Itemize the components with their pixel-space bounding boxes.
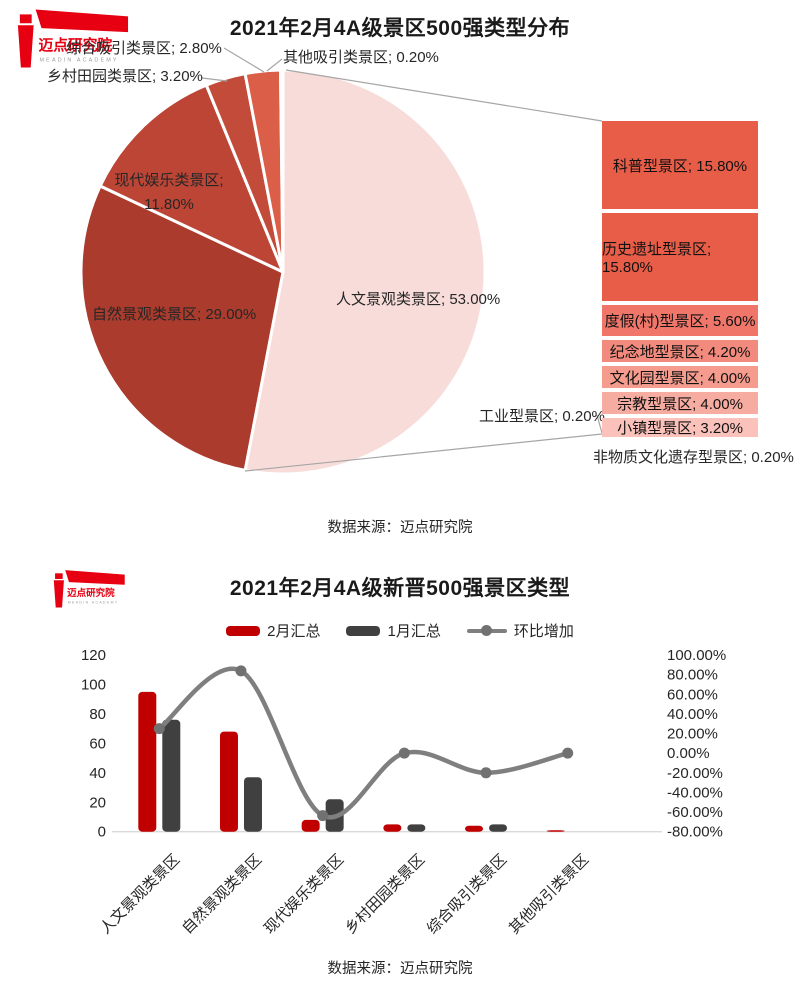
right-axis-tick: 100.00% xyxy=(667,647,726,664)
bar-feb-6 xyxy=(546,830,565,832)
left-axis-tick: 100 xyxy=(81,676,106,693)
legend-item-jan: 1月汇总 xyxy=(346,620,441,641)
leader-line xyxy=(223,47,265,73)
right-axis-tick: 40.00% xyxy=(667,706,718,723)
right-axis-tick: -60.00% xyxy=(667,804,723,821)
breakdown-box-5: 文化园型景区; 4.00% xyxy=(602,366,758,388)
pie-label-xiangcun: 乡村田园类景区; 3.20% xyxy=(47,68,203,85)
pie-label-renwen: 人文景观类景区; 53.00% xyxy=(336,291,501,308)
right-axis-tick: -20.00% xyxy=(667,765,723,782)
bar-jan-4 xyxy=(407,824,426,832)
ratio-point-1 xyxy=(153,723,165,735)
left-axis-tick: 60 xyxy=(89,735,106,752)
leader-line xyxy=(285,69,603,122)
pie-slice-3 xyxy=(98,83,285,274)
bar-feb-4 xyxy=(383,824,402,832)
lighthouse-beam-icon xyxy=(35,9,129,33)
ratio-point-5 xyxy=(480,767,492,779)
right-axis-tick: 0.00% xyxy=(667,745,710,762)
bar-jan-1 xyxy=(162,719,181,832)
bar-jan-2 xyxy=(243,777,262,832)
combo-chart-title: 2021年2月4A级新晋500强景区类型 xyxy=(229,577,571,600)
ratio-point-4 xyxy=(398,747,410,759)
chart-legend: 2月汇总 1月汇总 环比增加 xyxy=(0,620,800,641)
legend-label-jan: 1月汇总 xyxy=(387,623,441,640)
lighthouse-cap-icon xyxy=(19,14,32,24)
x-category-label-1: 人文景观类景区 xyxy=(97,851,184,938)
right-axis-tick: 60.00% xyxy=(667,686,718,703)
right-axis-tick: 80.00% xyxy=(667,667,718,684)
logo-text: 迈点研究院 xyxy=(39,36,113,54)
bar-feb-1 xyxy=(138,691,157,832)
breakdown-box-6: 宗教型景区; 4.00% xyxy=(602,392,758,414)
combo-chart-canvas: 0 20 40 60 80 100 120 100.00% 80.00% 60.00% 40.00%… xyxy=(81,647,726,841)
left-axis-tick: 20 xyxy=(89,794,106,811)
pie-label-gongye: 工业型景区; 0.20% xyxy=(479,408,605,425)
breakdown-box-3: 度假(村)型景区; 5.60% xyxy=(602,305,758,336)
pie-label-xiandai: 现代娱乐类景区; 11.80% xyxy=(114,172,224,213)
source-note-top: 数据来源：迈点研究院 xyxy=(327,520,473,536)
left-axis-tick: 40 xyxy=(89,765,106,782)
legend-swatch-jan xyxy=(346,625,381,636)
leader-line xyxy=(244,433,603,472)
right-axis-tick: -40.00% xyxy=(667,784,723,801)
pie-label-ziran: 自然景观类景区; 29.00% xyxy=(92,306,257,323)
pie-chart-canvas xyxy=(79,47,603,476)
x-category-label-6: 其他吸引类景区 xyxy=(505,851,592,938)
breakdown-stack: 科普型景区; 15.80% 历史遗址型景区; 15.80% 度假(村)型景区; 5.… xyxy=(602,121,758,441)
legend-marker-icon xyxy=(480,625,492,636)
ratio-point-6 xyxy=(562,747,574,759)
x-category-label-5: 综合吸引类景区 xyxy=(423,851,511,938)
bar-feb-3 xyxy=(301,819,320,832)
lighthouse-beam-icon xyxy=(65,570,125,585)
legend-label-ratio: 环比增加 xyxy=(513,623,574,640)
lighthouse-cap-icon xyxy=(55,573,63,579)
source-note-bottom: 数据来源：迈点研究院 xyxy=(327,961,473,977)
right-axis-tick: 20.00% xyxy=(667,726,718,743)
x-category-label-2: 自然景观类景区 xyxy=(178,851,266,938)
breakdown-box-2: 历史遗址型景区; 15.80% xyxy=(602,213,758,301)
pie-slice-2 xyxy=(79,184,285,472)
logo-subtext: MEADIN ACADEMY xyxy=(68,601,119,605)
breakdown-box-1: 科普型景区; 15.80% xyxy=(602,121,758,209)
bar-feb-5 xyxy=(465,825,484,832)
left-axis-tick: 80 xyxy=(89,706,106,723)
left-axis-tick: 120 xyxy=(81,647,106,664)
legend-item-ratio: 环比增加 xyxy=(466,620,574,641)
lighthouse-tower-icon xyxy=(53,580,64,608)
ratio-point-3 xyxy=(317,810,329,822)
brand-logo-top: 迈点研究院 MEADIN ACADEMY xyxy=(17,9,129,68)
breakdown-box-7: 小镇型景区; 3.20% xyxy=(602,418,758,437)
pie-label-zonghe: 综合吸引类景区; 2.80% xyxy=(66,40,222,57)
pie-slice-6 xyxy=(279,68,285,274)
ratio-point-2 xyxy=(235,665,247,677)
bar-feb-2 xyxy=(219,731,238,832)
bar-jan-5 xyxy=(489,824,508,832)
pie-label-feiwuzhi: 非物质文化遗存型景区; 0.20% xyxy=(593,449,794,466)
leader-line xyxy=(266,58,283,72)
logo-text: 迈点研究院 xyxy=(67,587,115,599)
legend-swatch-ratio-line xyxy=(466,625,507,637)
leader-line xyxy=(201,77,228,82)
leader-line xyxy=(596,414,603,434)
left-axis-tick: 0 xyxy=(98,824,106,841)
x-category-label-3: 现代娱乐类景区 xyxy=(260,851,347,938)
x-category-label-4: 乡村田园类景区 xyxy=(342,851,429,938)
breakdown-box-4: 纪念地型景区; 4.20% xyxy=(602,340,758,362)
pie-label-qita: 其他吸引类景区; 0.20% xyxy=(283,49,439,66)
logo-subtext: MEADIN ACADEMY xyxy=(40,58,119,64)
right-axis-tick: -80.00% xyxy=(667,824,723,841)
legend-swatch-feb xyxy=(226,625,261,636)
legend-item-feb: 2月汇总 xyxy=(226,620,320,641)
pie-chart-title: 2021年2月4A级景区500强类型分布 xyxy=(229,17,571,40)
brand-logo-bottom: 迈点研究院 MEADIN ACADEMY xyxy=(53,570,125,608)
pie-slice-1 xyxy=(243,68,487,476)
lighthouse-tower-icon xyxy=(17,25,34,68)
legend-label-feb: 2月汇总 xyxy=(267,623,321,640)
